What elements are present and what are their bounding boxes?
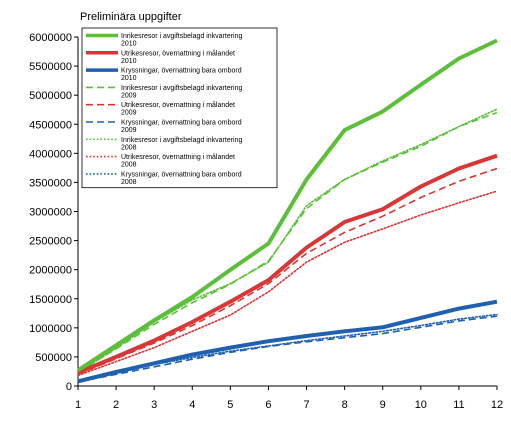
- x-tick-label: 5: [227, 399, 233, 411]
- y-axis: 0 500000 1000000 1500000 2000000 2500000 30000…: [29, 32, 79, 393]
- legend-entry-label: Utrikesresor, övernattning i målandet 200…: [121, 153, 235, 169]
- series-line-4: [77, 111, 498, 373]
- y-tick-label: 0: [66, 381, 72, 393]
- x-tick-label: 11: [453, 399, 464, 411]
- y-tick-label: 500000: [35, 352, 72, 364]
- y-tick-label: 1000000: [29, 323, 72, 335]
- y-tick-label: 6000000: [29, 32, 72, 44]
- x-axis: 1 2 3 4 5 6 7 8 9 10 11 12: [75, 385, 503, 411]
- series-layer: [76, 38, 498, 384]
- x-tick-label: 12: [491, 399, 503, 411]
- legend-entry-label: Kryssningar, övernattning bara ombord 201…: [121, 68, 242, 83]
- y-tick-label: 4500000: [29, 119, 72, 131]
- x-tick-label: 1: [75, 399, 81, 411]
- series-line-1: [76, 38, 498, 372]
- y-tick-label: 3000000: [29, 207, 72, 219]
- y-tick-label: 1500000: [29, 294, 72, 306]
- x-tick-label: 3: [151, 399, 157, 411]
- x-tick-label: 4: [189, 399, 195, 411]
- y-tick-label: 4000000: [29, 148, 72, 160]
- series-line-5: [77, 167, 498, 376]
- series-line-2: [77, 153, 498, 375]
- y-tick-label: 5500000: [29, 61, 72, 73]
- chart-subtitle: Preliminära uppgifter: [80, 11, 182, 23]
- series-line-8: [77, 190, 498, 377]
- legend: Inrikesresor i avgiftsbelagd inkvarterin…: [81, 27, 278, 189]
- legend-entry-label: Utrikesresor, övernattning i målandet 200…: [121, 101, 235, 117]
- legend-entry-label: Inrikesresor i avgiftsbelagd inkvarterin…: [121, 33, 242, 48]
- y-tick-label: 2000000: [29, 265, 72, 277]
- legend-entry-label: Inrikesresor i avgiftsbelagd inkvarterin…: [121, 85, 242, 100]
- legend-entry-label: Utrikesresor, övernattning i målandet 201…: [121, 49, 235, 65]
- x-tick-label: 10: [415, 399, 427, 411]
- legend-entry-label: Inrikesresor i avgiftsbelagd inkvarterin…: [121, 137, 242, 152]
- y-tick-label: 5000000: [29, 90, 72, 102]
- series-line-6: [77, 315, 498, 383]
- x-tick-label: 2: [113, 399, 119, 411]
- x-tick-label: 8: [342, 399, 348, 411]
- legend-box: [81, 27, 278, 189]
- x-tick-label: 6: [265, 399, 271, 411]
- x-tick-label: 9: [380, 399, 386, 411]
- legend-entry-label: Kryssningar, övernattning bara ombord 200…: [121, 171, 242, 186]
- y-tick-label: 3500000: [29, 177, 72, 189]
- legend-entry-label: Kryssningar, övernattning bara ombord 200…: [121, 120, 242, 135]
- x-tick-label: 7: [303, 399, 309, 411]
- y-tick-label: 2500000: [29, 236, 72, 248]
- series-line-3: [77, 299, 498, 384]
